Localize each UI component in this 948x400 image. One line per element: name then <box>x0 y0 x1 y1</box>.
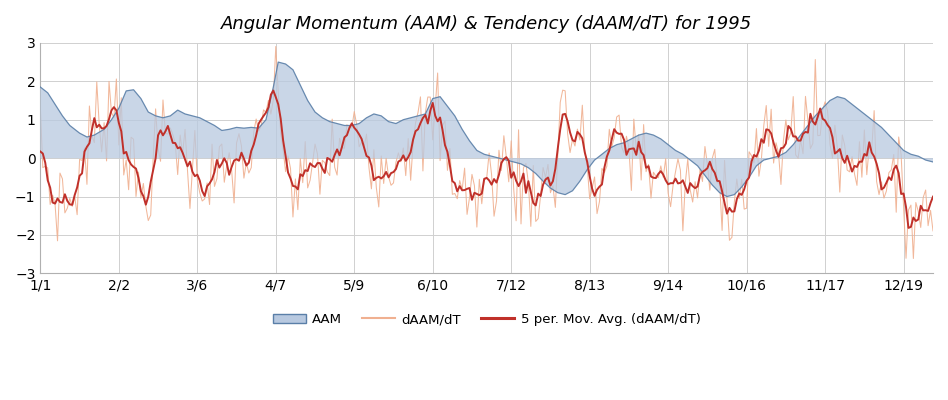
Legend: AAM, dAAM/dT, 5 per. Mov. Avg. (dAAM/dT): AAM, dAAM/dT, 5 per. Mov. Avg. (dAAM/dT) <box>267 308 706 331</box>
Title: Angular Momentum (AAM) & Tendency (dAAM/dT) for 1995: Angular Momentum (AAM) & Tendency (dAAM/… <box>221 15 753 33</box>
